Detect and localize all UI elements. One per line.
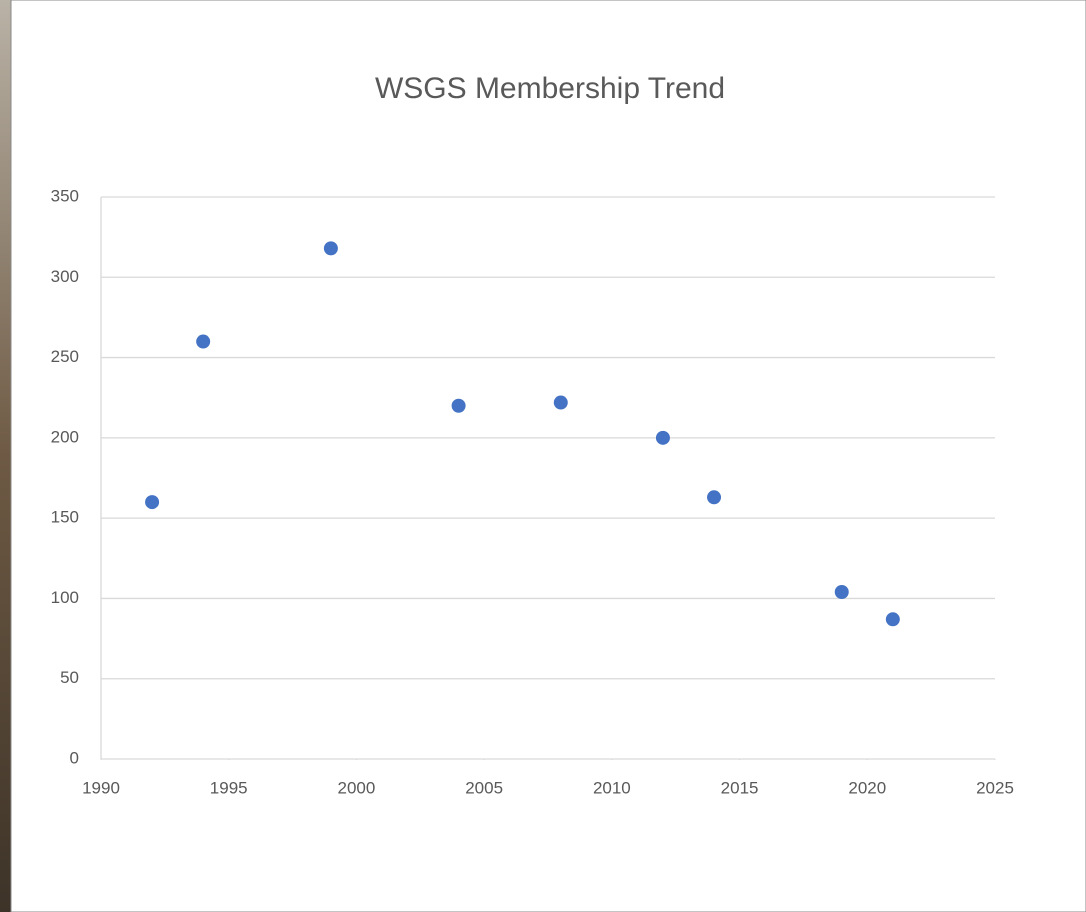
- x-tick-label: 2015: [721, 778, 759, 797]
- y-tick-label: 300: [51, 267, 79, 286]
- y-tick-label: 100: [51, 588, 79, 607]
- point: [886, 612, 900, 626]
- chart-title: WSGS Membership Trend: [375, 72, 725, 105]
- y-tick-label: 350: [51, 186, 79, 205]
- y-tick-label: 50: [60, 668, 79, 687]
- point: [656, 431, 670, 445]
- y-tick-label: 200: [51, 427, 79, 446]
- y-tick-label: 0: [70, 748, 79, 767]
- x-tick-label: 2005: [465, 778, 503, 797]
- point: [707, 490, 721, 504]
- x-tick-label: 1990: [82, 778, 120, 797]
- background-strip: [0, 0, 12, 912]
- y-tick-label: 150: [51, 508, 79, 527]
- chart-area: [11, 0, 1086, 912]
- x-tick-label: 2000: [338, 778, 376, 797]
- x-tick-label: 1995: [210, 778, 248, 797]
- point: [145, 495, 159, 509]
- x-tick-label: 2010: [593, 778, 631, 797]
- y-tick-label: 250: [51, 347, 79, 366]
- x-tick-label: 2020: [848, 778, 886, 797]
- point: [324, 241, 338, 255]
- chart: WSGS Membership Trend 0 50 100 150 200 250 300…: [0, 0, 1086, 912]
- point: [554, 396, 568, 410]
- point: [196, 335, 210, 349]
- x-tick-label: 2025: [976, 778, 1014, 797]
- point: [835, 585, 849, 599]
- point: [452, 399, 466, 413]
- page: WSGS Membership Trend 0 50 100 150 200 250 300…: [0, 0, 1086, 912]
